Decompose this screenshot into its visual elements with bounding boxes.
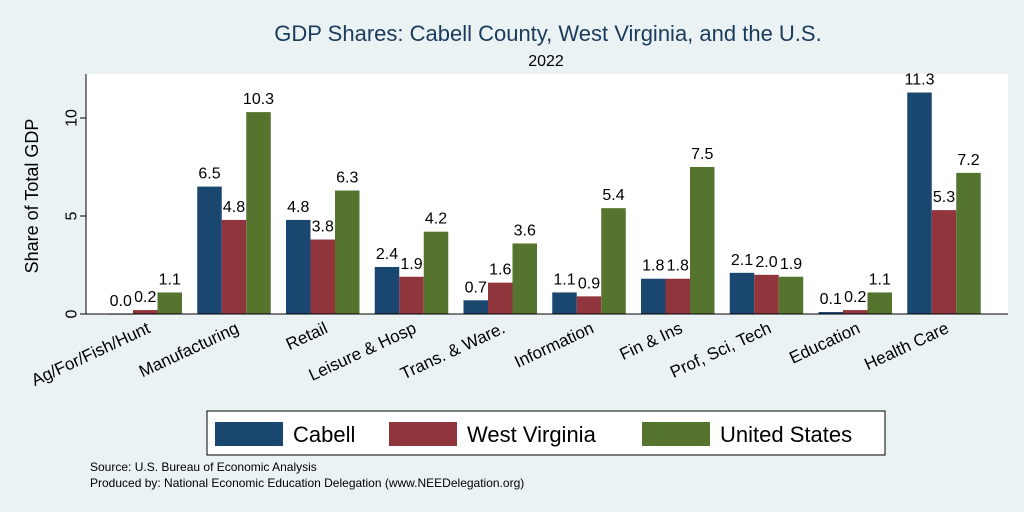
data-label: 4.8	[223, 199, 245, 216]
bar	[818, 312, 843, 314]
data-label: 2.4	[376, 246, 398, 263]
data-label: 0.2	[844, 289, 866, 306]
bar	[552, 292, 577, 314]
bar	[133, 310, 158, 314]
data-label: 3.6	[514, 222, 536, 239]
bar	[867, 292, 892, 314]
legend-label: Cabell	[293, 422, 355, 447]
bar	[423, 231, 449, 314]
data-label: 7.5	[691, 146, 713, 163]
produced-by-note: Produced by: National Economic Education…	[90, 476, 524, 490]
bar	[197, 186, 222, 314]
bar	[463, 300, 488, 314]
bar	[729, 272, 755, 314]
y-tick-label: 0	[64, 309, 81, 318]
data-label: 0.9	[578, 275, 600, 292]
data-label: 6.5	[198, 166, 220, 183]
data-label: 5.4	[602, 187, 624, 204]
data-label: 1.6	[489, 262, 511, 279]
y-tick-label: 10	[64, 109, 81, 127]
data-label: 1.8	[642, 258, 664, 275]
bar	[157, 292, 182, 314]
data-label: 0.2	[134, 289, 156, 306]
legend-swatch	[642, 422, 710, 446]
y-axis-title: Share of Total GDP	[22, 119, 42, 274]
y-axis: 0 5 10	[64, 74, 87, 318]
bar	[399, 276, 424, 314]
y-tick-label: 5	[64, 211, 81, 220]
data-label: 3.8	[312, 219, 334, 236]
data-label: 1.1	[159, 271, 181, 288]
chart-subtitle: 2022	[528, 53, 564, 70]
bar	[931, 210, 957, 314]
bar	[778, 276, 804, 314]
data-label: 2.1	[731, 252, 753, 269]
bar	[335, 190, 360, 314]
legend-box	[206, 410, 886, 456]
bars-group	[108, 92, 981, 315]
data-label: 7.2	[957, 152, 979, 169]
data-label: 0.0	[110, 293, 132, 310]
data-label: 5.3	[933, 189, 955, 206]
data-label: 4.8	[287, 199, 309, 216]
data-label: 10.3	[243, 91, 274, 108]
data-label: 6.3	[336, 170, 358, 187]
data-label: 1.8	[667, 258, 689, 275]
bar	[601, 208, 626, 314]
bar	[286, 219, 311, 314]
bar	[907, 92, 932, 315]
data-label: 1.9	[400, 256, 422, 273]
bar	[641, 278, 666, 314]
data-label: 1.9	[780, 256, 802, 273]
data-label: 0.1	[820, 291, 842, 308]
data-label: 1.1	[869, 271, 891, 288]
bar	[488, 282, 513, 314]
chart-title: GDP Shares: Cabell County, West Virginia…	[274, 21, 821, 46]
bar	[754, 274, 779, 314]
data-label: 1.1	[553, 271, 575, 288]
legend-label: United States	[720, 422, 852, 447]
bar	[843, 310, 868, 314]
legend-swatch	[215, 422, 283, 446]
bar	[221, 219, 247, 314]
bar	[665, 278, 690, 314]
data-labels-group: 0.0 0.21.16.54.810.34.83.86.32.41.94.20.7…	[110, 72, 980, 310]
bar	[576, 296, 602, 314]
source-note: Source: U.S. Bureau of Economic Analysis	[90, 460, 317, 474]
legend-label: West Virginia	[467, 422, 597, 447]
bar	[690, 167, 715, 314]
bar	[246, 112, 271, 315]
bar	[374, 266, 400, 314]
legend-swatch	[389, 422, 457, 446]
legend: Cabell West Virginia United States	[206, 410, 886, 456]
bar	[512, 243, 537, 314]
data-label: 0.7	[465, 279, 487, 296]
bar	[956, 172, 981, 314]
bar	[310, 239, 335, 314]
data-label: 2.0	[755, 254, 777, 271]
data-label: 11.3	[905, 72, 935, 89]
data-label: 4.2	[425, 211, 447, 228]
